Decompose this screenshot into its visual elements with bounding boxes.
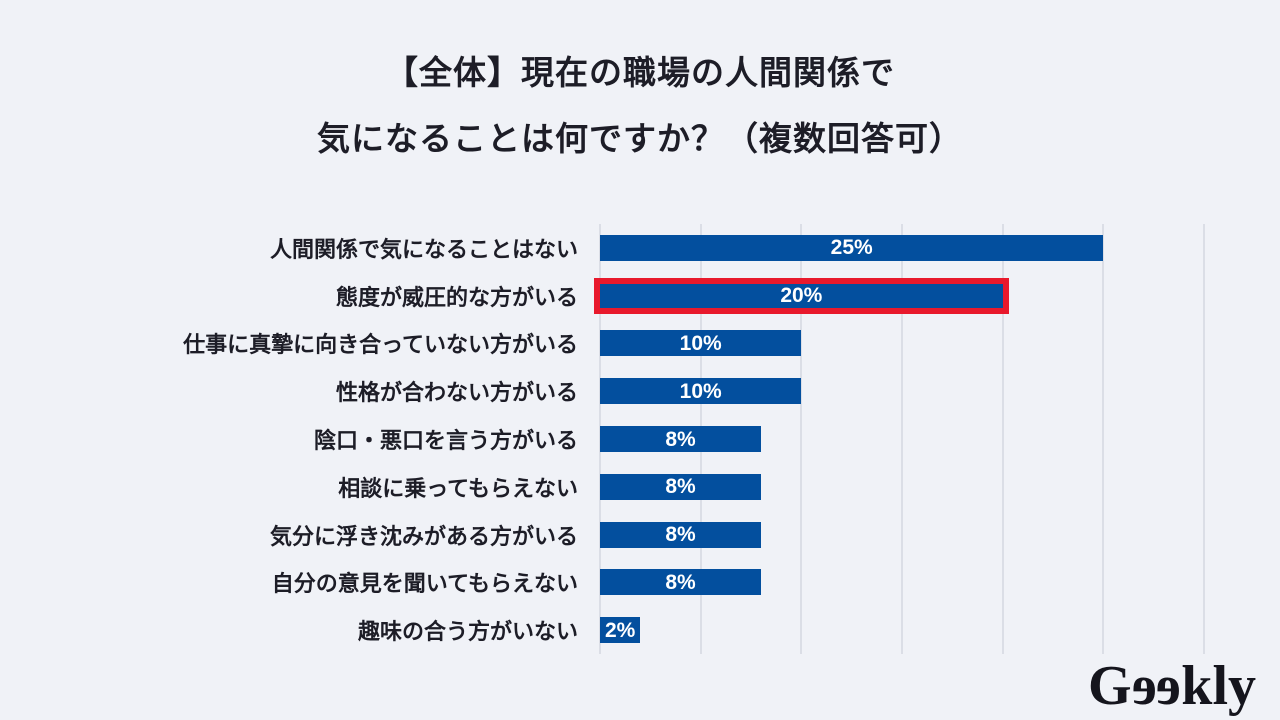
gridline — [901, 224, 903, 655]
logo-reversed-e: e — [1156, 655, 1182, 717]
bar: 8% — [600, 473, 762, 500]
bar-row: 20% — [594, 272, 1204, 320]
bar: 2% — [600, 617, 641, 644]
bar: 8% — [600, 521, 762, 548]
category-label: 趣味の合う方がいない — [357, 619, 578, 645]
bar-row: 8% — [600, 415, 1204, 463]
value-label: 8% — [665, 427, 696, 451]
gridline — [800, 224, 803, 655]
category-label: 人間関係で気になることはない — [269, 236, 578, 262]
logo-letter: G — [1088, 655, 1132, 717]
bar: 10% — [600, 378, 802, 405]
category-label: 相談に乗ってもらえない — [338, 475, 578, 501]
bar-chart: 人間関係で気になることはない 態度が威圧的な方がいる 仕事に真摯に向き合っていな… — [0, 224, 1205, 655]
bar: 25% — [600, 234, 1104, 261]
bar: 10% — [600, 330, 802, 357]
value-label: 8% — [665, 570, 696, 594]
bar-row: 8% — [600, 511, 1204, 559]
bar-row: 8% — [600, 463, 1204, 511]
logo-letters: kly — [1181, 655, 1256, 717]
bar-highlighted: 20% — [594, 277, 1009, 314]
value-label: 10% — [679, 331, 722, 355]
bar-row: 8% — [600, 559, 1204, 607]
bar-row: 25% — [600, 224, 1204, 272]
category-labels: 人間関係で気になることはない 態度が威圧的な方がいる 仕事に真摯に向き合っていな… — [0, 224, 600, 654]
plot-area: 25% 20% 10% 10% 8% 8% 8% 8% 2% — [594, 224, 1205, 655]
bar-row: 2% — [600, 606, 1204, 654]
gridline — [1102, 224, 1105, 655]
value-label: 20% — [780, 284, 823, 308]
bar-row: 10% — [600, 320, 1204, 368]
value-label: 8% — [665, 475, 696, 499]
value-label: 10% — [679, 379, 722, 403]
category-label: 気分に浮き沈みがある方がいる — [269, 523, 578, 549]
gridline — [1001, 224, 1004, 655]
bar: 8% — [600, 569, 762, 596]
geekly-logo: Geekly — [1088, 655, 1256, 717]
gridline — [1203, 224, 1205, 655]
value-label: 25% — [830, 236, 873, 260]
bar: 8% — [600, 426, 762, 453]
category-label: 態度が威圧的な方がいる — [335, 284, 578, 310]
value-label: 8% — [665, 523, 696, 547]
chart-title-line2: 気になることは何ですか？（複数回答可） — [317, 120, 963, 157]
chart-title-line1: 【全体】現在の職場の人間関係で — [385, 54, 895, 91]
bar-row: 10% — [600, 367, 1204, 415]
category-label: 自分の意見を聞いてもらえない — [271, 571, 578, 597]
chart-title: 【全体】現在の職場の人間関係で 気になることは何ですか？（複数回答可） — [0, 0, 1280, 172]
category-label: 性格が合わない方がいる — [335, 380, 578, 406]
bars: 25% 20% 10% 10% 8% 8% 8% 8% 2% — [594, 224, 1204, 654]
category-label: 仕事に真摯に向き合っていない方がいる — [183, 332, 578, 358]
value-label: 2% — [604, 618, 636, 642]
category-label: 陰口・悪口を言う方がいる — [313, 428, 578, 454]
logo-reversed-e: e — [1131, 655, 1157, 717]
